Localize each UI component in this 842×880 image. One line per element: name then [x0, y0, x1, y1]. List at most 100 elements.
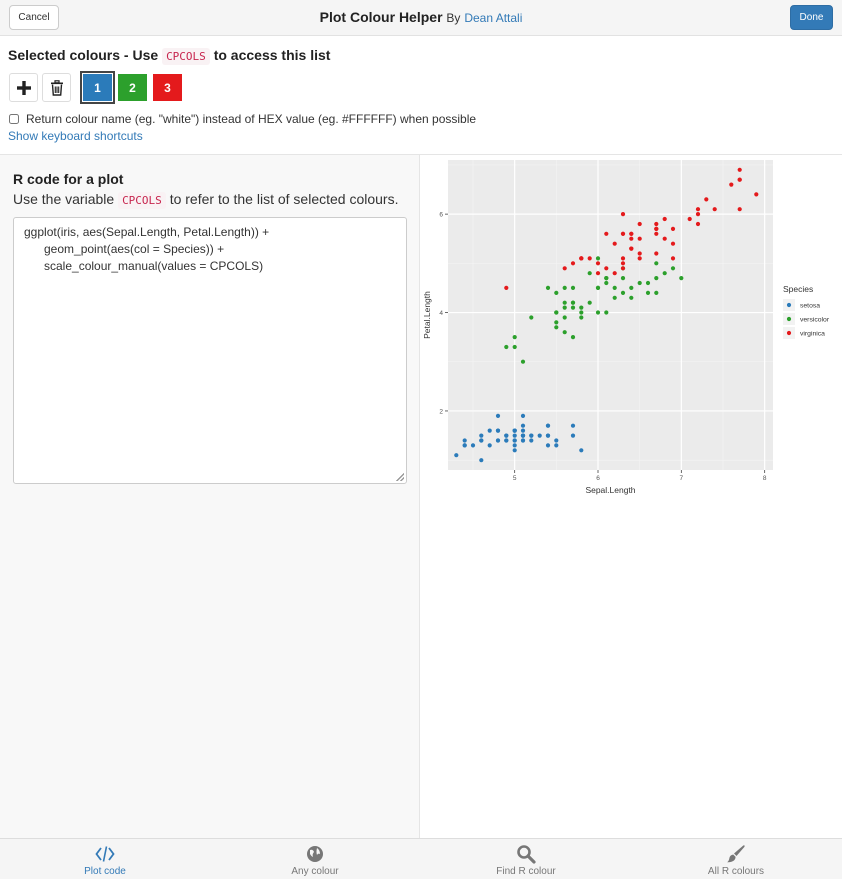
data-point-setosa [479, 433, 484, 438]
colour-swatch-label: 3 [164, 80, 171, 95]
data-point-versicolor [520, 359, 526, 364]
data-point-virginica [620, 256, 626, 261]
data-point-virginica [570, 261, 576, 266]
data-point-virginica [687, 216, 692, 222]
title-by: By [446, 11, 461, 25]
show-keyboard-shortcuts-link[interactable]: Show keyboard shortcuts [8, 129, 143, 143]
r-code-title: R code for a plot [13, 171, 124, 187]
data-point-versicolor [587, 271, 592, 276]
done-button[interactable]: Done [790, 5, 833, 30]
tab-any-colour[interactable]: Any colour [210, 839, 420, 880]
data-point-setosa [579, 448, 584, 453]
data-point-versicolor [595, 310, 601, 315]
code-icon [95, 846, 115, 862]
selected-colours-heading: Selected colours - Use CPCOLS to access … [8, 47, 331, 65]
selected-heading-post: to access this list [213, 47, 331, 63]
data-point-setosa [504, 438, 509, 443]
data-point-versicolor [612, 295, 617, 300]
title-bar: Cancel Plot Colour Helper By Dean Attali… [0, 0, 842, 36]
tab-find-r-colour[interactable]: Find R colour [421, 839, 631, 880]
data-point-virginica [654, 231, 659, 236]
data-point-virginica [662, 216, 667, 222]
add-colour-button[interactable] [9, 73, 38, 102]
data-point-versicolor [554, 290, 559, 295]
data-point-setosa [495, 438, 501, 443]
data-point-virginica [712, 207, 717, 212]
data-point-setosa [570, 423, 576, 428]
x-tick-label: 7 [680, 475, 684, 482]
data-point-virginica [579, 256, 584, 261]
data-point-versicolor [662, 271, 667, 276]
tab-plot-code[interactable]: Plot code [0, 839, 210, 880]
tab-label: Find R colour [496, 866, 556, 877]
colour-swatch-2[interactable]: 2 [118, 74, 147, 101]
data-point-virginica [620, 261, 626, 266]
data-point-virginica [637, 236, 642, 241]
data-point-virginica [612, 271, 617, 276]
data-point-versicolor [562, 285, 567, 290]
data-point-versicolor [562, 300, 567, 305]
data-point-virginica [670, 256, 676, 261]
data-point-versicolor [595, 285, 601, 290]
data-point-setosa [570, 433, 576, 438]
cancel-button[interactable]: Cancel [9, 5, 59, 30]
app-title: Plot Colour Helper [319, 9, 443, 25]
data-point-versicolor [654, 261, 659, 266]
legend-title: Species [783, 284, 813, 294]
data-point-versicolor [512, 344, 517, 350]
data-point-versicolor [654, 290, 659, 295]
r-code-desc-post: to refer to the list of selected colours… [169, 191, 399, 207]
data-point-virginica [654, 226, 659, 231]
data-point-versicolor [545, 285, 551, 290]
delete-colour-button[interactable] [42, 73, 71, 102]
data-point-versicolor [529, 315, 534, 320]
colour-swatch-3[interactable]: 3 [153, 74, 182, 101]
data-point-virginica [637, 221, 642, 227]
colour-swatch-1[interactable]: 1 [80, 71, 115, 104]
colour-swatch-label: 1 [94, 80, 101, 95]
data-point-setosa [545, 443, 551, 448]
code-line: geom_point(aes(col = Species)) + [44, 242, 225, 256]
data-point-setosa [495, 428, 501, 433]
author-link[interactable]: Dean Attali [464, 11, 523, 25]
data-point-setosa [512, 438, 517, 443]
y-tick-label: 4 [439, 310, 443, 317]
data-point-versicolor [504, 344, 509, 350]
r-code-desc-code: CPCOLS [118, 192, 166, 209]
tab-all-r-colours[interactable]: All R colours [631, 839, 841, 880]
data-point-versicolor [654, 276, 659, 281]
data-point-virginica [695, 212, 701, 217]
data-point-versicolor [554, 310, 559, 315]
data-point-setosa [504, 433, 509, 438]
data-point-versicolor [629, 285, 634, 290]
scatter-plot: 5 6 7 8 2 4 6 Sepal.Length Petal.Length Species se… [422, 160, 830, 495]
data-point-setosa [512, 433, 517, 438]
data-point-virginica [620, 231, 626, 236]
tab-label: Plot code [84, 866, 126, 877]
data-point-setosa [470, 443, 476, 448]
data-point-virginica [629, 236, 634, 241]
data-point-versicolor [562, 315, 567, 320]
data-point-versicolor [620, 290, 626, 295]
data-point-setosa [462, 443, 467, 448]
data-point-virginica [620, 212, 626, 217]
data-point-setosa [529, 433, 534, 438]
return-colour-name-label: Return colour name (eg. "white") instead… [26, 112, 477, 126]
resize-handle[interactable] [396, 473, 404, 481]
data-point-versicolor [570, 305, 576, 310]
data-point-versicolor [512, 335, 517, 340]
return-colour-name-checkbox[interactable] [9, 114, 19, 124]
data-point-virginica [704, 197, 709, 202]
r-code-editor[interactable]: ggplot(iris, aes(Sepal.Length, Petal.Len… [13, 217, 407, 484]
data-point-setosa [512, 443, 517, 448]
data-point-virginica [562, 266, 567, 271]
data-point-virginica [670, 226, 676, 231]
y-tick-label: 6 [439, 211, 443, 218]
data-point-versicolor [629, 295, 634, 300]
data-point-versicolor [562, 305, 567, 310]
return-colour-name-option[interactable]: Return colour name (eg. "white") instead… [8, 112, 476, 126]
data-point-versicolor [679, 276, 684, 281]
data-point-versicolor [579, 305, 584, 310]
x-tick-label: 8 [763, 475, 767, 482]
search-icon [517, 845, 536, 864]
